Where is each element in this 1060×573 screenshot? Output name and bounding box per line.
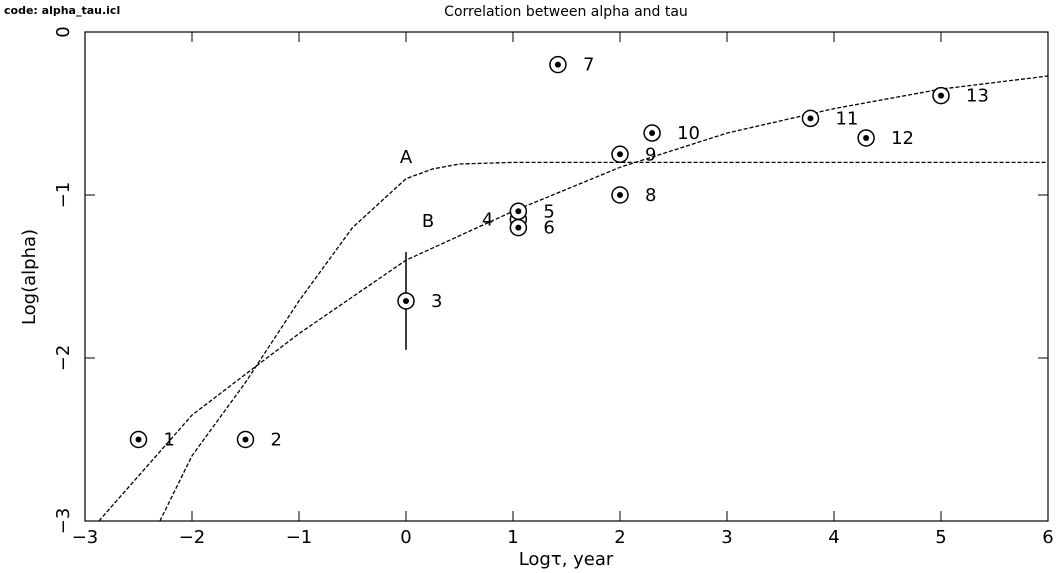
x-tick-label: −2 <box>179 527 206 548</box>
point-dot <box>863 134 870 141</box>
y-tick-label: −2 <box>53 345 74 372</box>
y-tick-label: −1 <box>53 182 74 209</box>
curve <box>159 161 1048 522</box>
plot-frame <box>84 31 1049 522</box>
point-dot <box>617 151 623 158</box>
x-tick-label: −3 <box>72 527 99 548</box>
point-label: 13 <box>966 86 989 107</box>
x-tick-label: 0 <box>400 527 411 548</box>
point-label: 4 <box>482 209 493 230</box>
point-label: 3 <box>431 291 442 312</box>
point-dot <box>554 61 561 68</box>
x-tick-label: 4 <box>828 527 839 548</box>
point-dot <box>938 92 944 99</box>
point-dot <box>242 436 249 443</box>
point-label: 2 <box>271 430 282 451</box>
point-dot <box>649 130 656 137</box>
point-label: 7 <box>583 55 594 76</box>
point-dot <box>403 297 409 304</box>
point-label: 10 <box>677 123 700 144</box>
x-tick-label: 2 <box>614 527 625 548</box>
y-tick-label: −3 <box>53 508 74 535</box>
point-dot <box>807 115 814 122</box>
point-label: 9 <box>645 144 656 165</box>
x-axis-label: Logτ, year <box>519 549 614 570</box>
point-dot <box>515 224 522 231</box>
y-tick-label: 0 <box>53 26 74 37</box>
point-label: 5 <box>543 201 554 222</box>
x-tick-label: 1 <box>507 527 518 548</box>
code-label: code: alpha_tau.icl <box>4 4 120 17</box>
point-label: 11 <box>835 108 858 129</box>
x-tick-label: 5 <box>935 527 946 548</box>
point-label: 1 <box>164 430 175 451</box>
point-label: 6 <box>543 218 554 239</box>
x-tick-label: −1 <box>286 527 313 548</box>
y-axis-label: Log(alpha) <box>19 229 40 325</box>
point-label: 8 <box>645 185 656 206</box>
point-label: 12 <box>891 128 914 149</box>
curve-label: B <box>422 211 434 232</box>
x-tick-label: 3 <box>721 527 732 548</box>
point-dot <box>135 436 142 443</box>
curve-label: A <box>400 147 413 168</box>
point-dot <box>617 192 623 198</box>
x-tick-label: 6 <box>1042 527 1053 548</box>
chart-title: Correlation between alpha and tau <box>444 4 688 20</box>
point-dot <box>515 208 522 215</box>
